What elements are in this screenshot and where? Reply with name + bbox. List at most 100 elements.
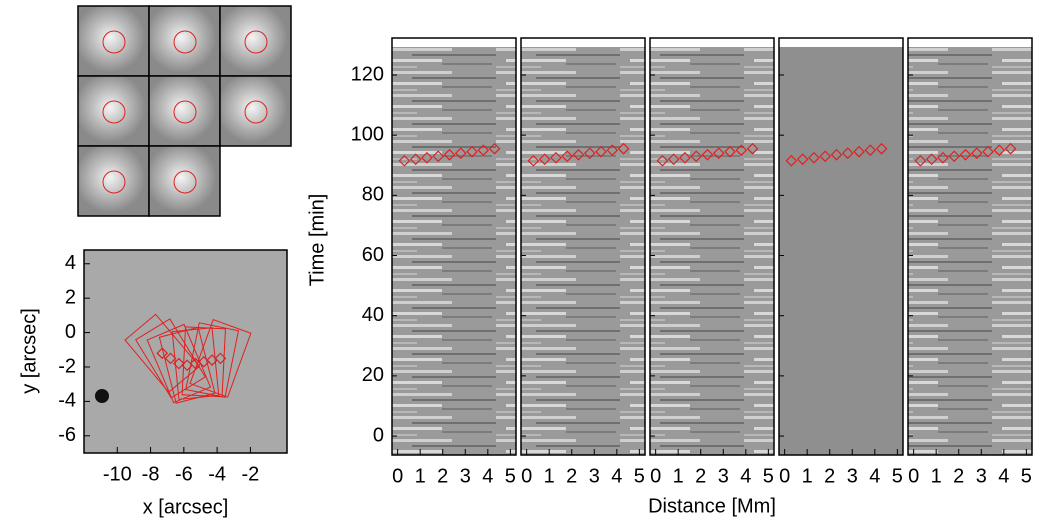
diamond-marker	[538, 153, 551, 166]
x-tick-label: 5	[892, 465, 903, 487]
thumbnail	[77, 5, 150, 77]
thumbnail	[77, 145, 150, 217]
diamond-marker	[735, 144, 748, 157]
y-tick-label: 0	[373, 424, 384, 446]
thumbnail-circle	[173, 100, 197, 124]
diamond-marker	[993, 144, 1006, 157]
diamond-marker	[550, 151, 562, 164]
slit-box	[185, 322, 240, 398]
map-image	[83, 249, 288, 454]
diamond-marker	[583, 147, 596, 160]
x-tick-label: 0	[650, 465, 661, 487]
thumbnail-circle	[244, 100, 268, 124]
slit-box	[189, 318, 252, 398]
y-tick-label: 0	[65, 321, 76, 343]
thumbnail-circle	[173, 30, 197, 54]
y-tick-label: 20	[362, 364, 384, 386]
diamond-marker	[214, 352, 227, 365]
y-tick-label: 2	[65, 286, 76, 308]
diamond-marker	[830, 148, 843, 161]
x-tick-label: 1	[673, 465, 684, 487]
diamond-marker	[606, 144, 619, 157]
diamond-marker	[432, 150, 445, 163]
y-axis-label: y [arcsec]	[18, 308, 40, 394]
x-tick-label: 2	[695, 465, 706, 487]
diamond-marker	[841, 147, 854, 160]
panel-image	[908, 47, 1032, 455]
diamond-marker	[172, 357, 185, 370]
x-tick-label: 0	[521, 465, 532, 487]
x-tick-label: 2	[566, 465, 577, 487]
thumbnail	[148, 5, 221, 77]
x-tick-label: 4	[611, 465, 622, 487]
diamond-marker	[443, 148, 456, 161]
diamond-marker	[398, 154, 411, 167]
x-tick-label: 3	[976, 465, 987, 487]
x-tick-label: 3	[460, 465, 471, 487]
x-tick-label: 1	[802, 465, 813, 487]
x-tick-label: 1	[544, 465, 555, 487]
x-tick-label: 5	[505, 465, 516, 487]
diamond-marker	[156, 347, 169, 360]
x-axis-label: x [arcsec]	[143, 496, 229, 518]
x-tick-label: -6	[175, 463, 193, 485]
dark-spot	[95, 389, 109, 403]
y-tick-label: -2	[58, 355, 76, 377]
thumbnail-circle	[244, 30, 268, 54]
x-tick-label: 5	[1021, 465, 1032, 487]
slit-box	[181, 326, 226, 398]
slit-box	[124, 313, 201, 393]
diamond-marker	[454, 147, 467, 160]
y-tick-label: 60	[362, 244, 384, 266]
diamond-marker	[595, 145, 607, 158]
x-tick-label: 3	[718, 465, 729, 487]
diamond-marker	[712, 147, 725, 160]
x-tick-label: 2	[437, 465, 448, 487]
panel-image	[392, 47, 516, 455]
x-tick-label: 0	[779, 465, 790, 487]
diamond-marker	[796, 153, 809, 166]
diamond-marker	[572, 148, 585, 161]
diamond-marker	[164, 352, 177, 365]
thumbnail	[148, 75, 221, 147]
panel-frame	[649, 37, 775, 456]
diamond-marker	[477, 144, 490, 157]
diamond-marker	[617, 142, 630, 155]
x-tick-label: 3	[589, 465, 600, 487]
diamond-marker	[1004, 142, 1017, 155]
x-tick-label: 4	[482, 465, 493, 487]
panel-image	[779, 47, 903, 455]
x-tick-label: 4	[998, 465, 1009, 487]
thumbnail-circle	[102, 100, 126, 124]
x-tick-label: 0	[908, 465, 919, 487]
y-tick-label: 80	[362, 184, 384, 206]
x-tick-label: -2	[241, 463, 259, 485]
thumbnail	[148, 145, 221, 217]
diamond-marker	[466, 145, 478, 158]
diamond-marker	[937, 151, 949, 164]
panel-image	[650, 47, 774, 455]
x-tick-label: 4	[869, 465, 880, 487]
thumbnail-circle	[102, 170, 126, 194]
y-axis-label: Time [min]	[306, 194, 328, 287]
diamond-marker	[914, 154, 927, 167]
diamond-marker	[724, 145, 736, 158]
diamond-marker	[875, 142, 888, 155]
y-tick-label: 100	[351, 123, 384, 145]
diamond-marker	[864, 144, 877, 157]
diamond-marker	[701, 148, 714, 161]
panel-frame	[520, 37, 646, 456]
map-panel: -10 -8 -6 -4 -2 -6 -4 -2 0 2 4 x [arcsec] y [arcsec]	[18, 249, 288, 518]
thumbnail-circle	[102, 30, 126, 54]
slit-box	[135, 318, 207, 399]
y-tick-label: 4	[65, 252, 76, 274]
panel-frame	[907, 37, 1033, 456]
x-tick-label: 5	[634, 465, 645, 487]
diamond-marker	[656, 154, 669, 167]
x-tick-label: 3	[847, 465, 858, 487]
x-tick-label: 1	[931, 465, 942, 487]
diamond-marker	[982, 145, 994, 158]
y-tick-label: -4	[58, 390, 76, 412]
